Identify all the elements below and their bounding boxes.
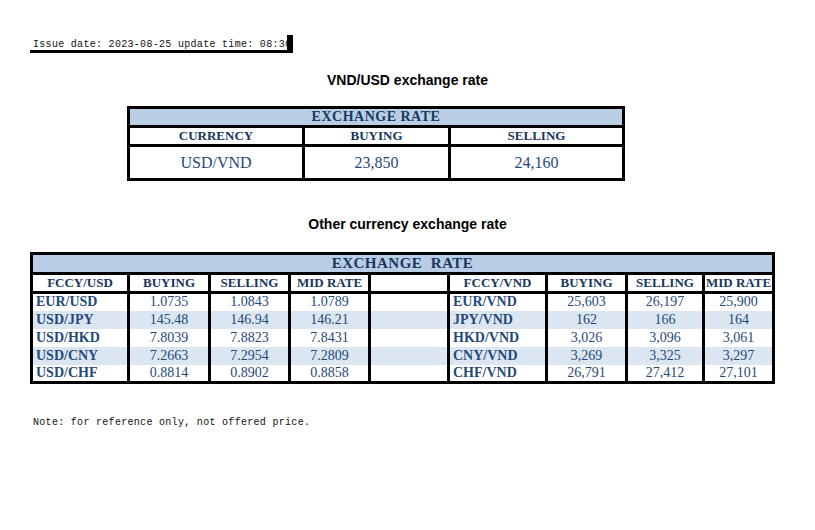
- buying-rate-cell: 3,269: [547, 347, 627, 365]
- buying-rate-cell: 7.2663: [129, 347, 210, 365]
- spacer-cell: [370, 311, 449, 329]
- spacer-cell: [370, 365, 449, 383]
- reference-note: Note: for reference only, not offered pr…: [33, 417, 310, 428]
- selling-rate-cell: 0.8902: [210, 365, 290, 383]
- issue-date-cell: Issue date: 2023-08-25 update time: 08:3…: [30, 35, 293, 53]
- vnd-buying-column-header: BUYING: [547, 274, 627, 293]
- fccy-usd-column-header: FCCY/USD: [32, 274, 129, 293]
- currency-pair-cell: CHF/VND: [449, 365, 547, 383]
- selling-rate-cell: 7.8823: [210, 329, 290, 347]
- vnd-mid-rate-column-header: MID RATE: [704, 274, 774, 293]
- table-header-row: EXCHANGE RATE: [129, 108, 624, 127]
- mid-rate-cell: 3,061: [704, 329, 774, 347]
- column-header-row: FCCY/USD BUYING SELLING MID RATE FCCY/VN…: [32, 274, 774, 293]
- selling-rate-cell: 1.0843: [210, 293, 290, 311]
- currency-pair-cell: HKD/VND: [449, 329, 547, 347]
- table-row: USD/CNY 7.2663 7.2954 7.2809 CNY/VND 3,2…: [32, 347, 774, 365]
- table-row: USD/HKD 7.8039 7.8823 7.8431 HKD/VND 3,0…: [32, 329, 774, 347]
- mid-rate-cell: 7.2809: [290, 347, 370, 365]
- mid-rate-cell: 1.0789: [290, 293, 370, 311]
- currency-pair-cell: CNY/VND: [449, 347, 547, 365]
- buying-rate-cell: 1.0735: [129, 293, 210, 311]
- currency-pair-cell: JPY/VND: [449, 311, 547, 329]
- exchange-rate-banner: EXCHANGE RATE: [32, 254, 774, 274]
- usd-buying-column-header: BUYING: [129, 274, 210, 293]
- mid-rate-cell: 0.8858: [290, 365, 370, 383]
- currency-pair-cell: USD/HKD: [32, 329, 129, 347]
- mid-rate-cell: 146.21: [290, 311, 370, 329]
- mid-rate-cell: 27,101: [704, 365, 774, 383]
- mid-rate-cell: 25,900: [704, 293, 774, 311]
- exchange-rate-banner: EXCHANGE RATE: [129, 108, 624, 127]
- usd-selling-column-header: SELLING: [210, 274, 290, 293]
- buying-rate-cell: 25,603: [547, 293, 627, 311]
- selling-rate-cell: 166: [627, 311, 704, 329]
- vnd-selling-column-header: SELLING: [627, 274, 704, 293]
- table-header-row: EXCHANGE RATE: [32, 254, 774, 274]
- selling-column-header: SELLING: [450, 127, 624, 146]
- currency-pair-cell: USD/JPY: [32, 311, 129, 329]
- selling-rate-cell: 26,197: [627, 293, 704, 311]
- currency-pair-cell: EUR/USD: [32, 293, 129, 311]
- fccy-vnd-column-header: FCCY/VND: [449, 274, 547, 293]
- selling-rate-cell: 7.2954: [210, 347, 290, 365]
- currency-pair-cell: EUR/VND: [449, 293, 547, 311]
- currency-pair-cell: USD/CHF: [32, 365, 129, 383]
- buying-rate-cell: 23,850: [304, 146, 450, 180]
- currency-column-header: CURRENCY: [129, 127, 304, 146]
- selling-rate-cell: 27,412: [627, 365, 704, 383]
- usd-mid-rate-column-header: MID RATE: [290, 274, 370, 293]
- spacer-cell: [370, 293, 449, 311]
- table-row: USD/JPY 145.48 146.94 146.21 JPY/VND 162…: [32, 311, 774, 329]
- mid-rate-cell: 164: [704, 311, 774, 329]
- other-currency-rate-table: EXCHANGE RATE FCCY/USD BUYING SELLING MI…: [30, 252, 775, 384]
- buying-rate-cell: 3,026: [547, 329, 627, 347]
- buying-rate-cell: 145.48: [129, 311, 210, 329]
- buying-rate-cell: 26,791: [547, 365, 627, 383]
- table-row: USD/CHF 0.8814 0.8902 0.8858 CHF/VND 26,…: [32, 365, 774, 383]
- table-row: EUR/USD 1.0735 1.0843 1.0789 EUR/VND 25,…: [32, 293, 774, 311]
- usd-vnd-rate-table: EXCHANGE RATE CURRENCY BUYING SELLING US…: [127, 106, 625, 181]
- table-row: USD/VND 23,850 24,160: [129, 146, 624, 180]
- selling-rate-cell: 24,160: [450, 146, 624, 180]
- currency-pair-cell: USD/CNY: [32, 347, 129, 365]
- other-table-title: Other currency exchange rate: [0, 216, 815, 232]
- selling-rate-cell: 3,096: [627, 329, 704, 347]
- selling-rate-cell: 146.94: [210, 311, 290, 329]
- usd-table-title: VND/USD exchange rate: [0, 72, 815, 88]
- buying-column-header: BUYING: [304, 127, 450, 146]
- buying-rate-cell: 162: [547, 311, 627, 329]
- buying-rate-cell: 7.8039: [129, 329, 210, 347]
- column-header-row: CURRENCY BUYING SELLING: [129, 127, 624, 146]
- mid-rate-cell: 7.8431: [290, 329, 370, 347]
- selling-rate-cell: 3,325: [627, 347, 704, 365]
- mid-rate-cell: 3,297: [704, 347, 774, 365]
- spacer-cell: [370, 347, 449, 365]
- buying-rate-cell: 0.8814: [129, 365, 210, 383]
- spacer-cell: [370, 274, 449, 293]
- spacer-cell: [370, 329, 449, 347]
- currency-pair-cell: USD/VND: [129, 146, 304, 180]
